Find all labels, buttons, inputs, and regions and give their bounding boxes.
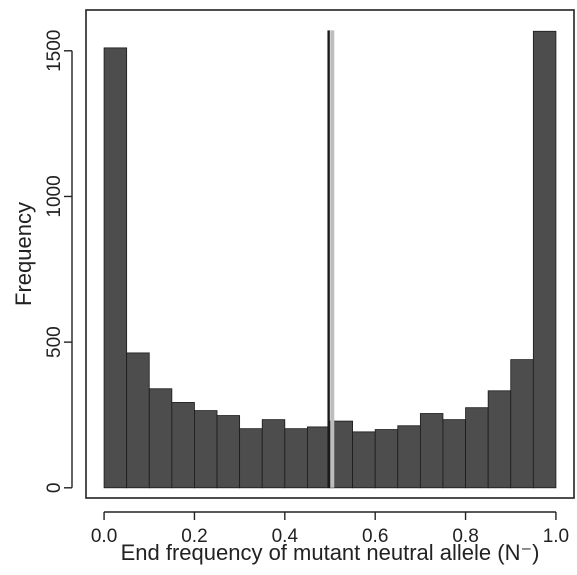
- histogram-bar-0: [103, 47, 128, 489]
- histogram-bar-3: [171, 402, 195, 489]
- y-tick-label-2: 1000: [44, 175, 65, 217]
- x-tick-label-1: 0.2: [181, 526, 207, 547]
- x-tick-label-0: 0.0: [91, 526, 117, 547]
- y-tick-label-3: 1500: [44, 30, 65, 72]
- y-axis-label: Frequency: [11, 202, 36, 306]
- reference-layer: [327, 30, 335, 488]
- histogram-bar-1: [126, 352, 150, 489]
- histogram-bar-16: [465, 407, 489, 489]
- x-axis: 0.0 0.2 0.4 0.6 0.8 1.0: [91, 511, 569, 547]
- x-tick-label-2: 0.4: [272, 526, 299, 547]
- histogram-bar-13: [397, 425, 421, 489]
- histogram-bar-18: [510, 359, 534, 489]
- histogram-bar-8: [284, 428, 308, 489]
- histogram-bar-19: [532, 30, 557, 489]
- x-tick-label-5: 1.0: [543, 526, 569, 547]
- x-axis-label: End frequency of mutant neutral allele (…: [121, 540, 540, 565]
- histogram-bar-7: [261, 419, 286, 489]
- bars-layer: [103, 30, 557, 489]
- y-tick-label-0: 0: [44, 483, 65, 494]
- histogram-bar-12: [374, 429, 399, 489]
- histogram-bar-5: [216, 415, 241, 489]
- y-axis: 0 500 1000 1500: [44, 30, 73, 494]
- histogram-bar-14: [419, 413, 444, 489]
- x-tick-label-3: 0.6: [362, 526, 388, 547]
- histogram-bar-17: [487, 390, 512, 489]
- histogram-bar-4: [194, 410, 218, 489]
- histogram-bar-15: [442, 419, 466, 489]
- plot-frame: [85, 9, 575, 499]
- histogram-bar-2: [148, 388, 173, 489]
- histogram-bar-9: [307, 426, 331, 489]
- y-tick-label-1: 500: [44, 326, 65, 358]
- x-tick-label-4: 0.8: [452, 526, 478, 547]
- histogram-bar-11: [352, 431, 376, 489]
- histogram-bar-6: [239, 428, 263, 489]
